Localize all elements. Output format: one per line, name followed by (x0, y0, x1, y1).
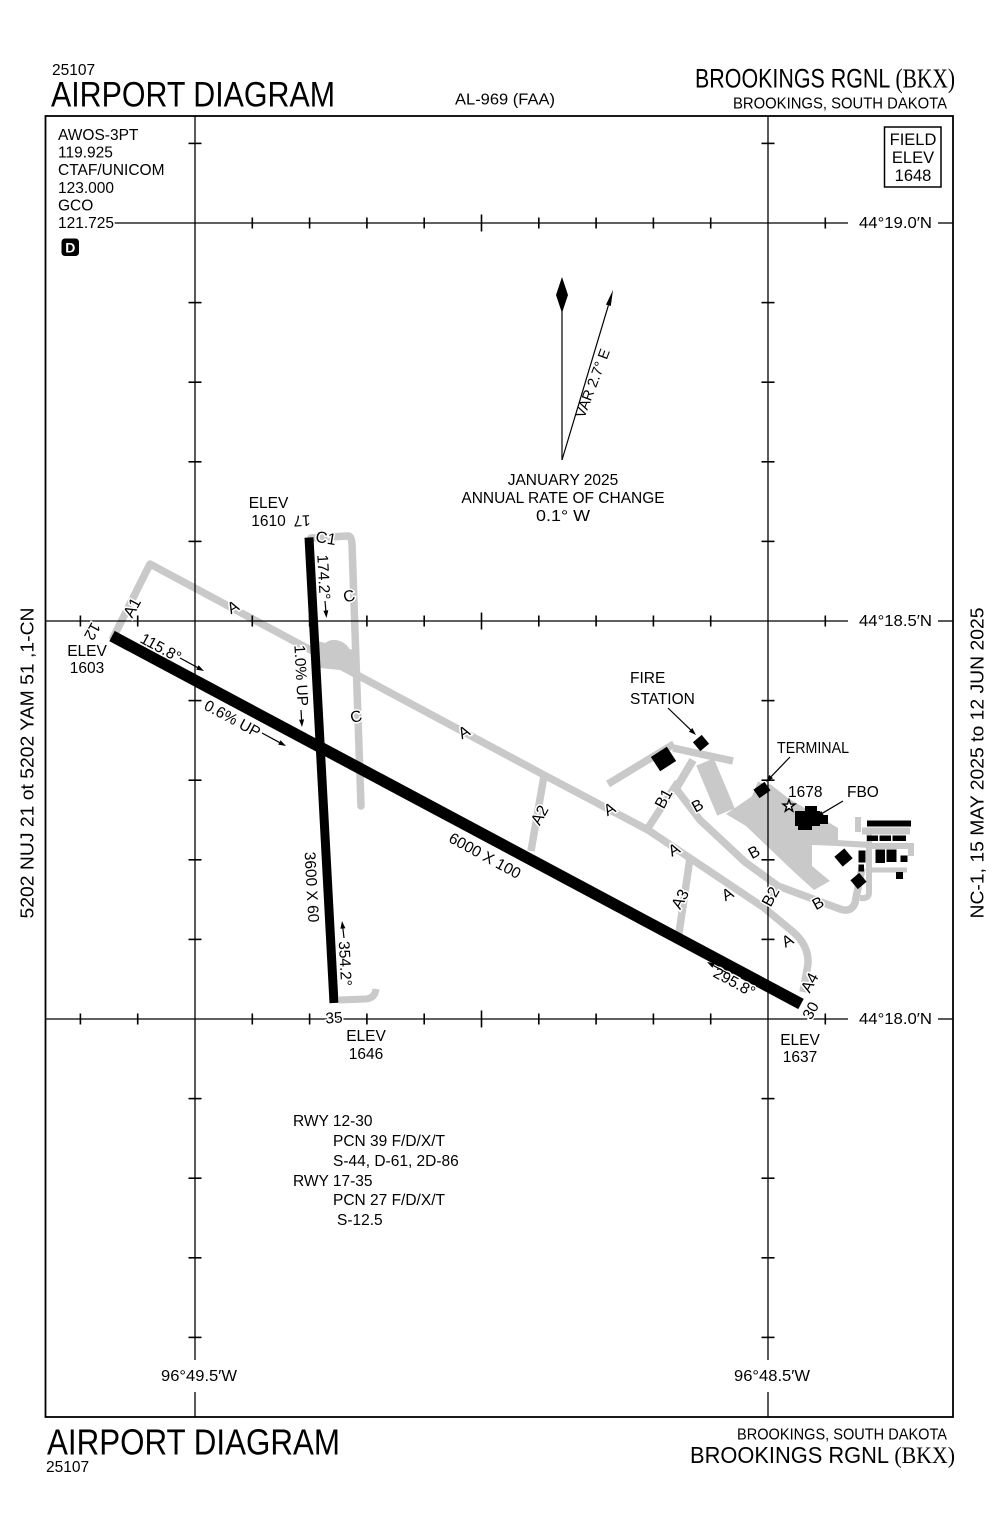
svg-text:CTAF/UNICOM: CTAF/UNICOM (58, 162, 164, 179)
svg-text:AIRPORT DIAGRAM: AIRPORT DIAGRAM (47, 1422, 340, 1463)
svg-text:FIRE: FIRE (630, 670, 665, 687)
svg-text:C1: C1 (314, 529, 337, 549)
svg-text:AIRPORT DIAGRAM: AIRPORT DIAGRAM (51, 76, 335, 115)
svg-text:44°18.0′N: 44°18.0′N (859, 1011, 932, 1028)
svg-text:1637: 1637 (783, 1049, 817, 1066)
svg-text:PCN 27 F/D/X/T: PCN 27 F/D/X/T (333, 1192, 445, 1209)
svg-text:25107: 25107 (52, 62, 95, 79)
svg-text:1610: 1610 (251, 513, 286, 530)
svg-text:1.0% UP: 1.0% UP (290, 645, 310, 707)
svg-text:5202 NUJ 21 ot 5202 YAM 51: 5202 NUJ 21 ot 5202 YAM 51 ,1-CN (18, 608, 38, 919)
svg-text:NC-1, 15 MAY 2025 to 12 JUN: NC-1, 15 MAY 2025 to 12 JUN 2025 (968, 608, 988, 919)
svg-text:25107: 25107 (46, 1459, 89, 1476)
svg-text:ANNUAL RATE OF CHANGE: ANNUAL RATE OF CHANGE (461, 490, 664, 507)
svg-text:BROOKINGS RGNL (BKX): BROOKINGS RGNL (BKX) (690, 1442, 955, 1469)
svg-text:1603: 1603 (70, 660, 104, 677)
svg-text:RWY 17-35: RWY 17-35 (293, 1173, 373, 1190)
svg-text:BROOKINGS RGNL (BKX): BROOKINGS RGNL (BKX) (695, 64, 955, 94)
svg-text:D: D (65, 240, 75, 256)
svg-text:ELEV: ELEV (346, 1028, 386, 1045)
svg-text:JANUARY 2025: JANUARY 2025 (508, 472, 619, 489)
svg-text:BROOKINGS, SOUTH DAKOTA: BROOKINGS, SOUTH DAKOTA (733, 96, 948, 113)
svg-text:FBO: FBO (847, 784, 879, 801)
svg-text:ELEV: ELEV (780, 1032, 820, 1049)
svg-text:44°18.5′N: 44°18.5′N (859, 613, 932, 630)
svg-text:ELEV: ELEV (249, 495, 289, 512)
svg-text:STATION: STATION (630, 691, 695, 708)
svg-text:0.1° W: 0.1° W (536, 508, 590, 525)
svg-text:121.725: 121.725 (58, 215, 114, 232)
svg-text:S-44, D-61, 2D-86: S-44, D-61, 2D-86 (333, 1153, 459, 1170)
svg-text:AL-969 (FAA): AL-969 (FAA) (455, 92, 555, 109)
svg-text:S-12.5: S-12.5 (337, 1212, 383, 1229)
svg-text:AWOS-3PT: AWOS-3PT (58, 127, 139, 144)
svg-text:96°48.5′W: 96°48.5′W (734, 1368, 810, 1385)
svg-text:RWY 12-30: RWY 12-30 (293, 1113, 373, 1130)
svg-text:BROOKINGS, SOUTH DAKOTA: BROOKINGS, SOUTH DAKOTA (737, 1427, 948, 1444)
svg-text:TERMINAL: TERMINAL (777, 740, 849, 757)
svg-text:1678: 1678 (788, 784, 822, 801)
svg-text:GCO: GCO (58, 197, 93, 214)
svg-text:ELEV: ELEV (892, 149, 934, 167)
svg-text:354.2°: 354.2° (335, 941, 354, 987)
svg-text:ELEV: ELEV (67, 643, 107, 660)
svg-text:123.000: 123.000 (58, 180, 114, 197)
svg-text:119.925: 119.925 (58, 145, 113, 162)
svg-text:3600 X 60: 3600 X 60 (301, 851, 322, 923)
svg-text:96°49.5′W: 96°49.5′W (161, 1368, 237, 1385)
svg-text:1648: 1648 (895, 167, 932, 185)
svg-text:35: 35 (325, 1010, 343, 1028)
svg-text:1646: 1646 (349, 1046, 383, 1063)
svg-text:44°19.0′N: 44°19.0′N (859, 215, 932, 232)
svg-text:17: 17 (293, 511, 311, 529)
svg-text:PCN 39 F/D/X/T: PCN 39 F/D/X/T (333, 1133, 445, 1150)
svg-text:174.2°: 174.2° (313, 554, 332, 600)
svg-text:FIELD: FIELD (890, 131, 937, 149)
